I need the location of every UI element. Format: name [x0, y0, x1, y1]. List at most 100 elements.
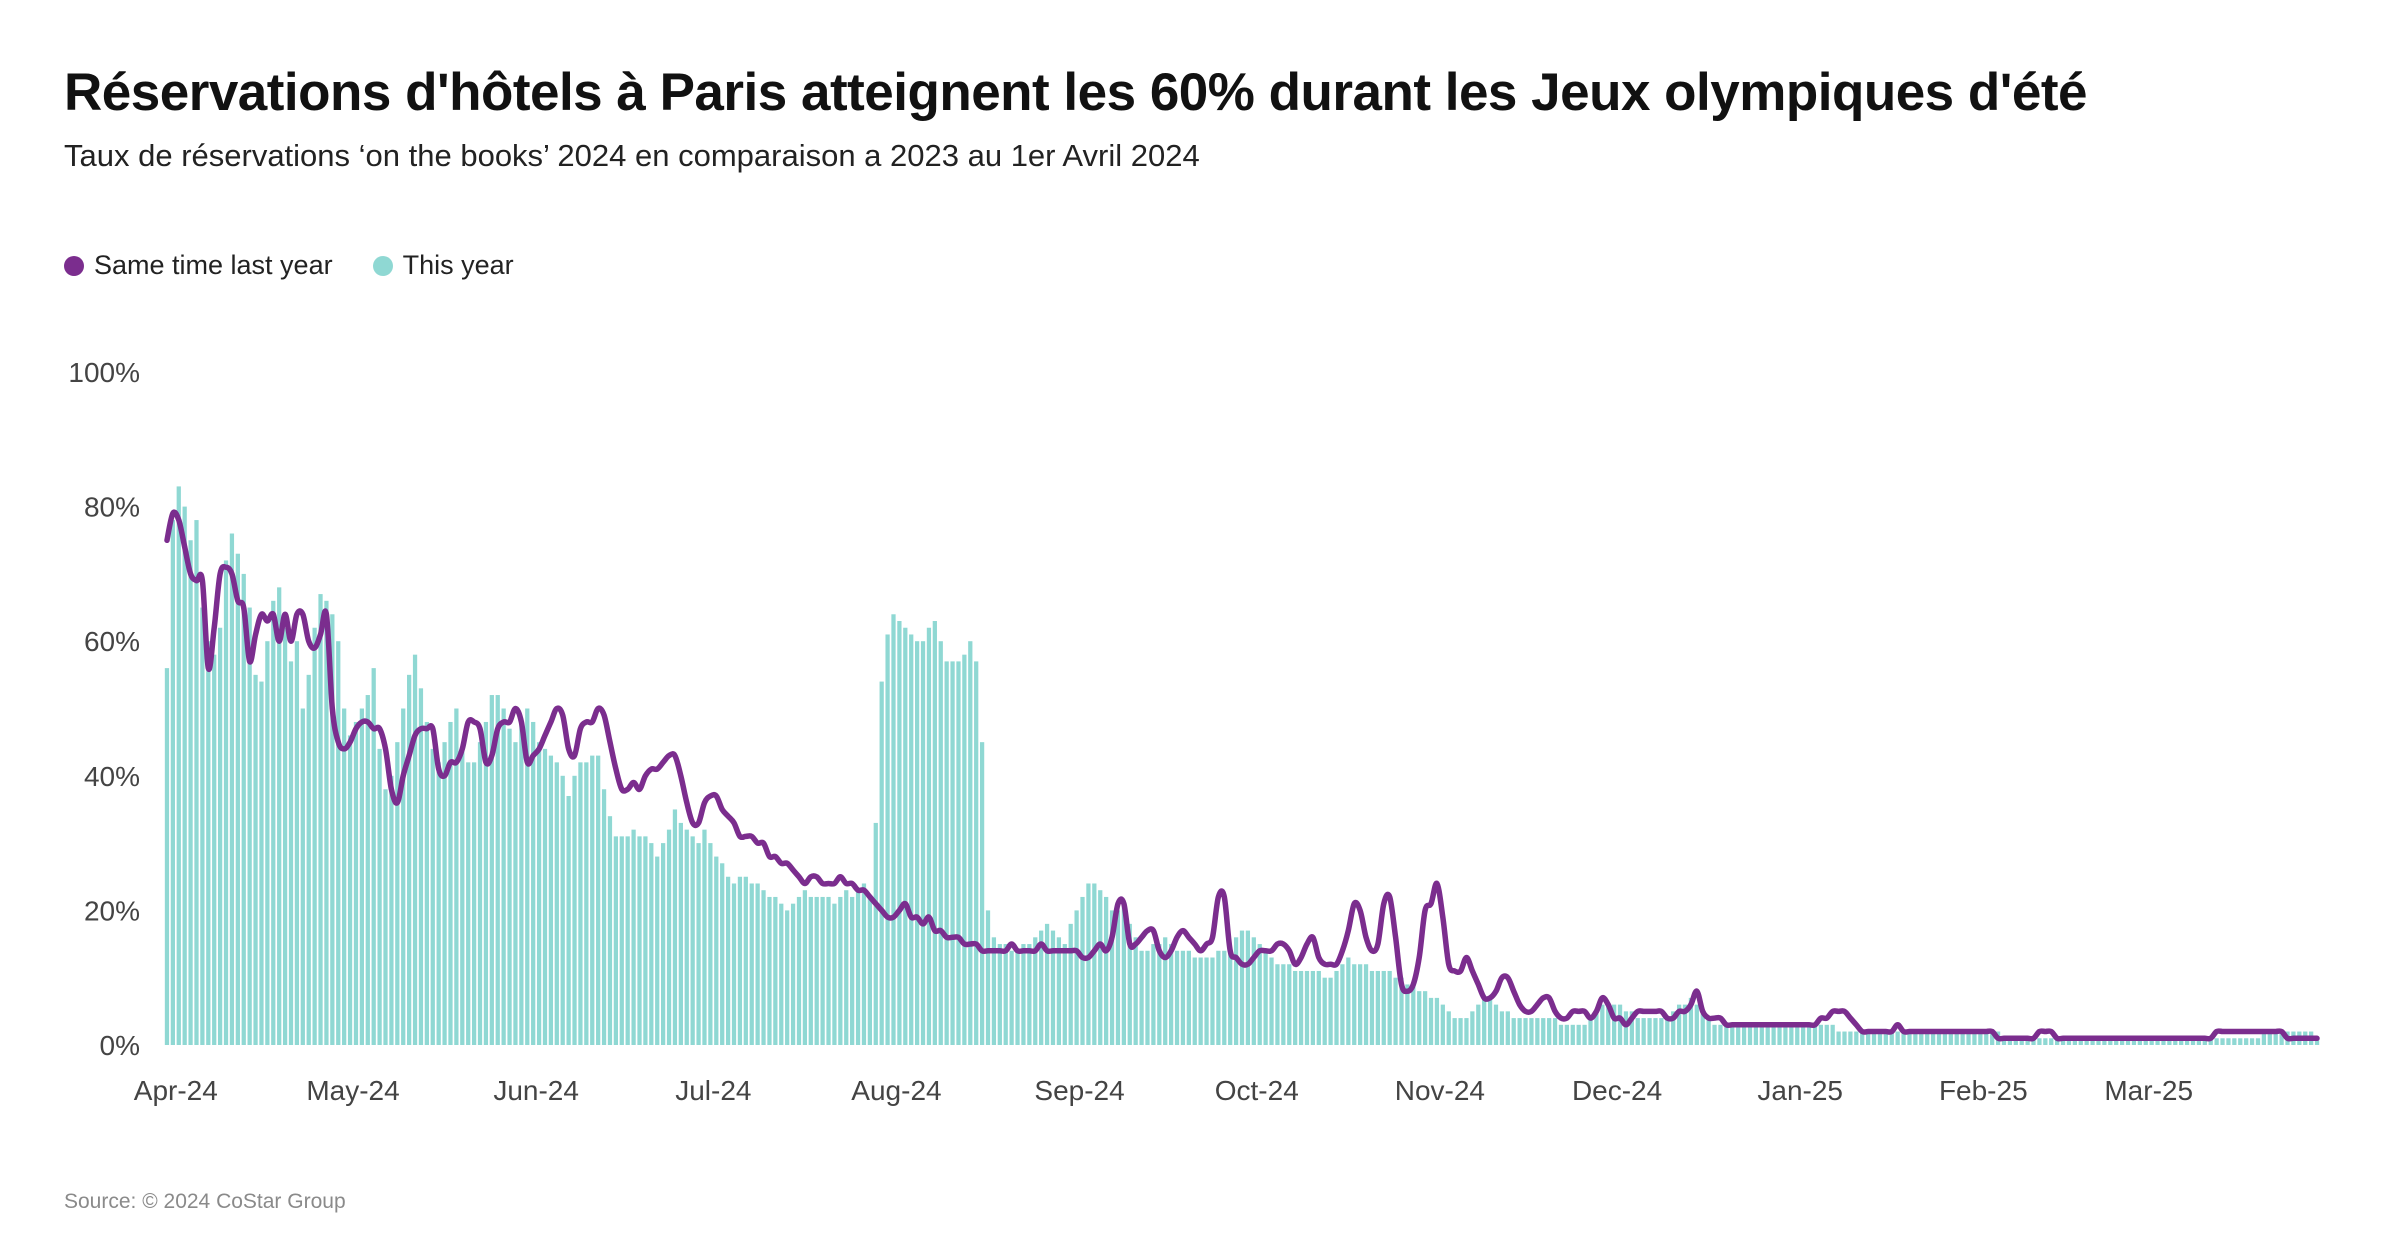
- bar-this-year: [1133, 937, 1138, 1045]
- bar-this-year: [1564, 1024, 1570, 1045]
- bar-this-year: [1470, 1011, 1475, 1045]
- bar-this-year: [1612, 1004, 1617, 1045]
- bar-this-year: [1222, 950, 1227, 1045]
- bar-this-year: [891, 614, 896, 1045]
- bar-this-year: [253, 674, 258, 1045]
- bar-this-year: [383, 789, 388, 1045]
- bar-this-year: [926, 627, 932, 1045]
- bar-this-year: [2261, 1031, 2267, 1045]
- bar-this-year: [1417, 991, 1422, 1045]
- bar-this-year: [1245, 930, 1251, 1045]
- bar-this-year: [590, 755, 595, 1045]
- bar-this-year: [1322, 977, 1327, 1045]
- bar-this-year: [2025, 1038, 2030, 1045]
- legend-item-last-year[interactable]: Same time last year: [64, 250, 333, 281]
- bar-this-year: [666, 829, 672, 1045]
- bar-this-year: [1068, 923, 1073, 1045]
- bar-this-year: [773, 896, 778, 1045]
- bar-this-year: [879, 681, 884, 1045]
- bar-this-year: [1860, 1031, 1865, 1045]
- bar-this-year: [1930, 1031, 1936, 1045]
- x-tick-label: Jul-24: [675, 1075, 751, 1106]
- bar-this-year: [223, 560, 229, 1045]
- bar-this-year: [932, 621, 937, 1045]
- bar-this-year: [2155, 1038, 2160, 1045]
- bar-this-year: [1405, 984, 1410, 1045]
- bar-this-year: [2255, 1038, 2261, 1045]
- bar-this-year: [643, 836, 648, 1045]
- bar-this-year: [737, 876, 743, 1045]
- bar-this-year: [1671, 1011, 1676, 1045]
- bar-this-year: [1795, 1024, 1800, 1045]
- bar-this-year: [2084, 1038, 2089, 1045]
- bar-this-year: [407, 674, 412, 1045]
- bar-this-year: [743, 876, 748, 1045]
- bar-this-year: [294, 641, 300, 1045]
- bar-this-year: [1854, 1031, 1859, 1045]
- bar-this-year: [625, 836, 630, 1045]
- bar-this-year: [471, 762, 477, 1045]
- bar-this-year: [1009, 950, 1014, 1045]
- bar-this-year: [206, 641, 211, 1045]
- bar-this-year: [985, 910, 991, 1045]
- bar-this-year: [1003, 944, 1008, 1045]
- bar-this-year: [903, 627, 908, 1045]
- bar-this-year: [832, 903, 837, 1045]
- bar-this-year: [1777, 1024, 1782, 1045]
- bar-this-year: [1753, 1024, 1759, 1045]
- bar-this-year: [1186, 950, 1191, 1045]
- bar-this-year: [1411, 984, 1416, 1045]
- bar-this-year: [1576, 1024, 1581, 1045]
- bar-this-year: [613, 836, 619, 1045]
- bar-this-year: [1056, 937, 1062, 1045]
- bar-this-year: [790, 903, 796, 1045]
- bar-this-year: [336, 641, 341, 1045]
- bar-this-year: [1033, 937, 1038, 1045]
- bar-this-year: [1422, 991, 1428, 1045]
- bar-this-year: [1021, 944, 1026, 1045]
- bar-this-year: [1623, 1011, 1629, 1045]
- bar-this-year: [1617, 1004, 1623, 1045]
- bar-this-year: [1080, 896, 1085, 1045]
- bar-this-year: [861, 883, 867, 1045]
- bar-this-year: [342, 708, 347, 1045]
- bar-this-year: [897, 621, 902, 1045]
- bar-this-year: [306, 674, 311, 1045]
- bar-this-year: [1978, 1031, 1983, 1045]
- bar-this-year: [601, 789, 607, 1045]
- bar-this-year: [1936, 1031, 1942, 1045]
- bar-this-year: [2125, 1038, 2131, 1045]
- bar-this-year: [1877, 1031, 1883, 1045]
- bar-this-year: [1310, 970, 1316, 1045]
- bar-this-year: [377, 748, 382, 1045]
- bar-this-year: [885, 634, 890, 1045]
- bar-this-year: [1552, 1018, 1558, 1045]
- bar-this-year: [1830, 1024, 1835, 1045]
- bar-this-year: [424, 721, 429, 1045]
- chart-title: Réservations d'hôtels à Paris atteignent…: [64, 63, 2087, 122]
- bar-this-year: [1157, 944, 1162, 1045]
- bar-this-year: [1482, 997, 1487, 1045]
- bar-this-year: [1730, 1024, 1735, 1045]
- bar-this-year: [2102, 1038, 2107, 1045]
- legend-label-last-year: Same time last year: [94, 250, 333, 280]
- bar-this-year: [1718, 1024, 1723, 1045]
- bar-this-year: [2214, 1038, 2219, 1045]
- bar-this-year: [1458, 1018, 1463, 1045]
- bar-this-year: [1233, 937, 1239, 1045]
- bar-this-year: [708, 843, 713, 1045]
- bar-this-year: [1387, 970, 1392, 1045]
- bar-this-year: [1115, 910, 1121, 1045]
- legend-item-this-year[interactable]: This year: [372, 250, 514, 281]
- bar-this-year: [1517, 1018, 1522, 1045]
- bar-this-year: [755, 883, 760, 1045]
- bar-this-year: [1907, 1031, 1912, 1045]
- bar-this-year: [194, 520, 199, 1045]
- bar-this-year: [1092, 883, 1097, 1045]
- bar-this-year: [2013, 1038, 2018, 1045]
- bar-this-year: [2066, 1038, 2072, 1045]
- bar-this-year: [1263, 950, 1268, 1045]
- y-tick-label: 100%: [68, 357, 140, 388]
- bar-this-year: [1393, 977, 1398, 1045]
- bar-this-year: [389, 775, 394, 1045]
